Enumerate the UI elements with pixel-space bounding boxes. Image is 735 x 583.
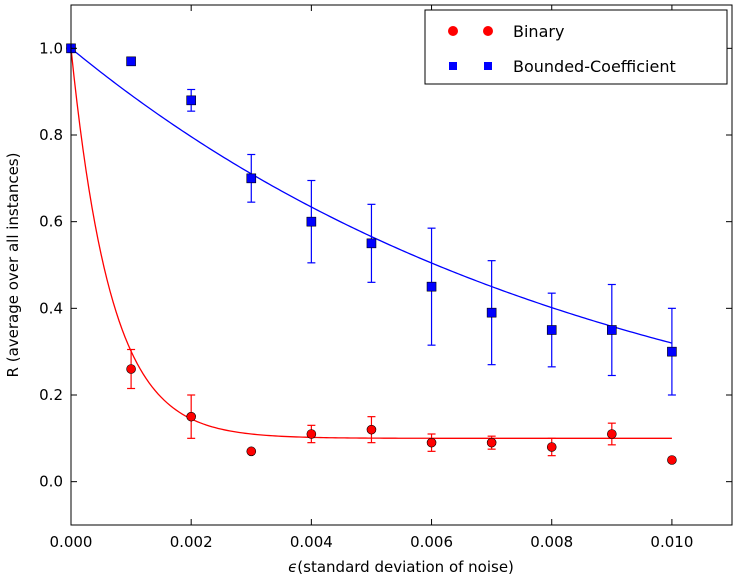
point-bounded-coefficient: [126, 56, 136, 67]
y-tick-label: 0.4: [39, 299, 63, 317]
point-bounded-coefficient: [667, 346, 677, 357]
point-binary: [426, 437, 437, 448]
legend-label-binary: Binary: [513, 22, 564, 41]
y-tick-label: 0.0: [39, 473, 63, 491]
y-tick-label: 0.2: [39, 386, 63, 404]
fit-curve-bounded-coefficient: [70, 47, 673, 344]
x-tick-label: 0.000: [50, 533, 93, 551]
point-bounded-coefficient: [366, 238, 377, 249]
point-bounded-coefficient: [426, 281, 437, 292]
point-binary: [667, 455, 677, 465]
y-tick-label: 0.8: [39, 126, 63, 144]
point-bounded-coefficient: [246, 173, 257, 184]
point-bounded-coefficient: [306, 216, 317, 227]
x-tick-label: 0.006: [410, 533, 453, 551]
x-axis-label: ϵ(standard deviation of noise): [288, 558, 514, 576]
point-binary: [546, 442, 557, 452]
point-binary: [186, 411, 196, 422]
legend-marker-binary-2: [483, 26, 493, 36]
x-axis-label-text: (standard deviation of noise): [297, 558, 514, 576]
x-tick-label: 0.008: [530, 533, 573, 551]
point-bounded-coefficient: [607, 325, 617, 335]
legend-box: [424, 9, 728, 85]
legend-marker-binary-1: [448, 26, 458, 36]
epsilon-symbol: ϵ: [288, 558, 297, 576]
x-tick-label: 0.002: [170, 533, 213, 551]
point-binary: [246, 446, 257, 457]
axes: 0.000 0.002 0.004 0.006 0.008 0.010 0.0 0.2 0.4 0…: [39, 5, 732, 551]
point-bounded-coefficient: [186, 95, 196, 106]
legend-marker-bounded-2: [484, 62, 492, 70]
point-binary: [607, 429, 617, 439]
y-tick-label: 0.6: [39, 213, 63, 231]
plot-frame: [70, 4, 733, 526]
x-tick-label: 0.010: [650, 533, 693, 551]
y-tick-label: 1.0: [39, 39, 63, 57]
legend-label-bounded: Bounded-Coefficient: [513, 57, 676, 76]
point-binary: [486, 437, 497, 448]
point-binary: [126, 364, 136, 374]
point-bounded-coefficient: [486, 307, 497, 318]
point-binary: [366, 424, 377, 435]
x-tick-label: 0.004: [290, 533, 333, 551]
point-binary: [306, 429, 317, 439]
plot-area: [66, 43, 677, 465]
legend: Binary Bounded-Coefficient: [424, 9, 728, 85]
y-axis-label: R (average over all instances): [4, 153, 22, 378]
point-bounded-coefficient: [546, 325, 557, 335]
legend-marker-bounded-1: [449, 62, 457, 70]
